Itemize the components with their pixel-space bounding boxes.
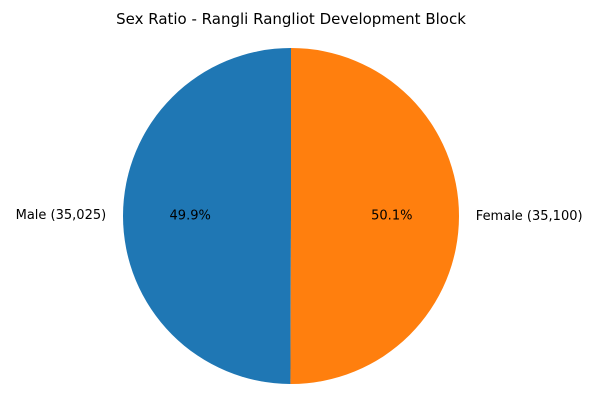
slice-percent-label-1: 49.9% [170, 208, 211, 223]
pie-labels: Male (35,025) 49.9% Female (35,100) 50.1% [16, 208, 583, 224]
chart-title: Sex Ratio - Rangli Rangliot Development … [116, 10, 466, 28]
slice-label-2: Female (35,100) [476, 209, 583, 224]
slice-label-1: Male (35,025) [16, 208, 107, 223]
pie-slice-2 [290, 48, 460, 385]
pie-slices [123, 48, 460, 385]
pie-slice-1 [123, 48, 291, 384]
slice-percent-label-2: 50.1% [371, 209, 412, 224]
